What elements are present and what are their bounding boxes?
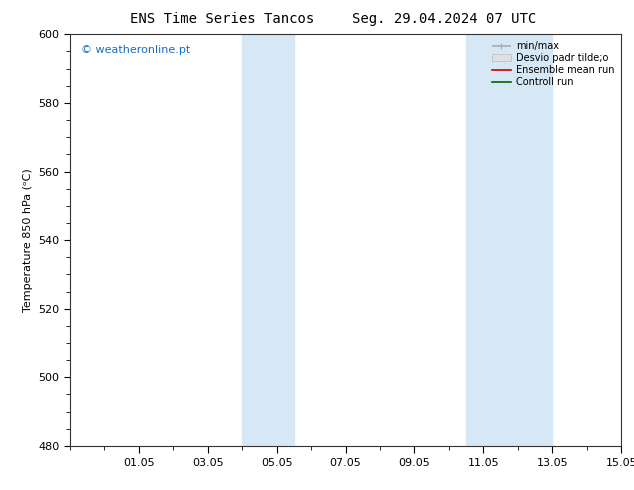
Text: Seg. 29.04.2024 07 UTC: Seg. 29.04.2024 07 UTC	[352, 12, 536, 26]
Bar	[242, 34, 294, 446]
Y-axis label: Temperature 850 hPa (ᵒC): Temperature 850 hPa (ᵒC)	[23, 168, 32, 312]
Text: © weatheronline.pt: © weatheronline.pt	[81, 45, 190, 54]
Text: ENS Time Series Tancos: ENS Time Series Tancos	[130, 12, 314, 26]
Legend: min/max, Desvio padr tilde;o, Ensemble mean run, Controll run: min/max, Desvio padr tilde;o, Ensemble m…	[488, 37, 618, 91]
Bar	[466, 34, 552, 446]
